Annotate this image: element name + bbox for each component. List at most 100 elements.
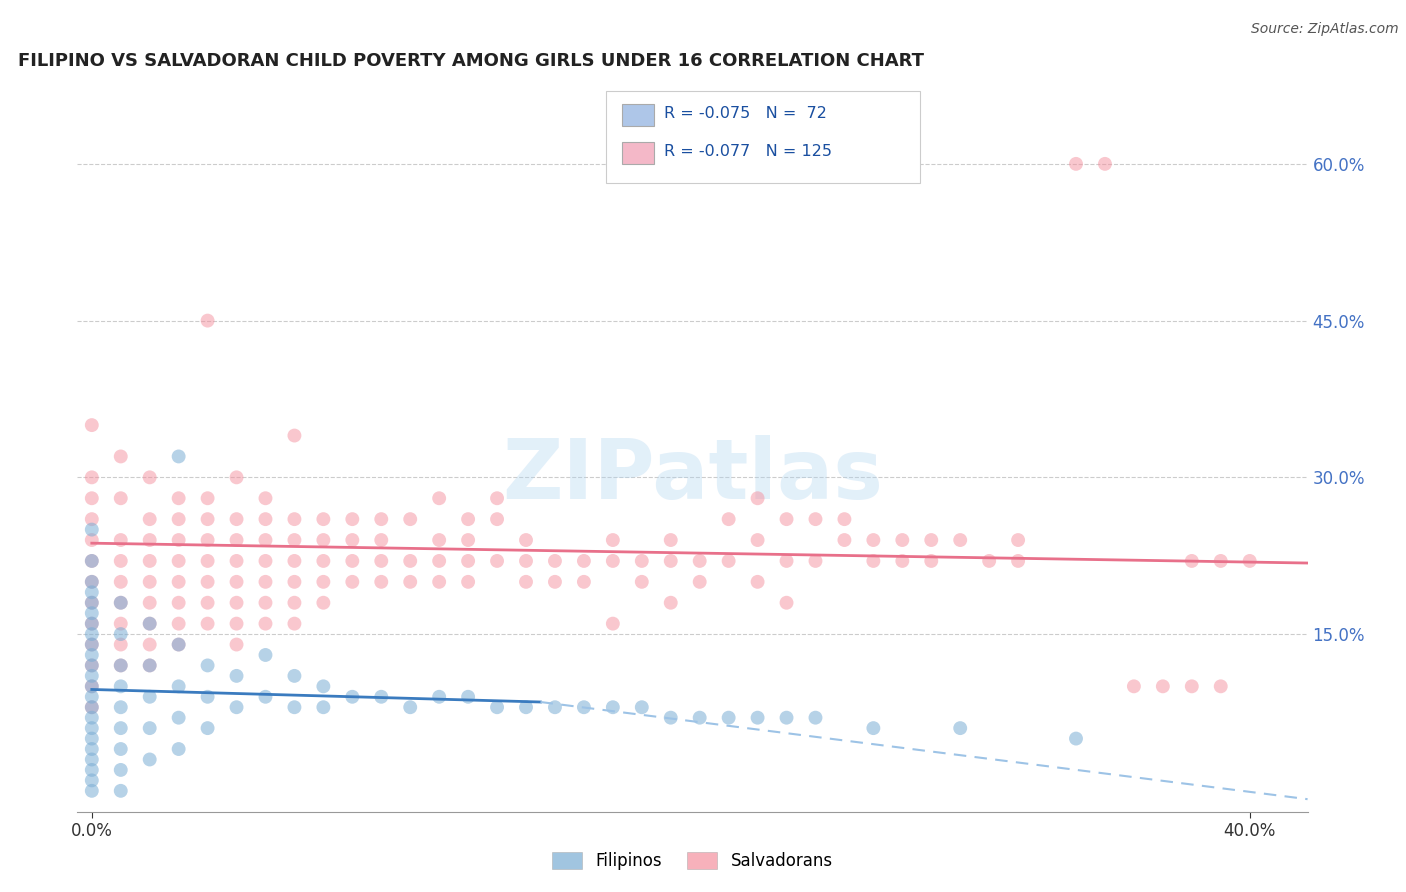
Point bbox=[1239, 554, 1261, 568]
Point bbox=[1209, 554, 1232, 568]
Point bbox=[312, 596, 335, 610]
Point bbox=[283, 533, 305, 547]
Point bbox=[80, 731, 103, 746]
Point bbox=[486, 554, 509, 568]
Text: ZIPatlas: ZIPatlas bbox=[502, 434, 883, 516]
Point bbox=[747, 574, 769, 589]
Point bbox=[167, 554, 190, 568]
Point bbox=[370, 512, 392, 526]
Point bbox=[138, 690, 160, 704]
Point bbox=[515, 574, 537, 589]
Point bbox=[110, 574, 132, 589]
Point bbox=[167, 491, 190, 506]
FancyBboxPatch shape bbox=[606, 91, 920, 183]
Point bbox=[283, 616, 305, 631]
Point bbox=[167, 574, 190, 589]
Point bbox=[312, 574, 335, 589]
Point bbox=[225, 512, 247, 526]
Point bbox=[167, 450, 190, 464]
Point bbox=[225, 533, 247, 547]
Point bbox=[110, 784, 132, 798]
Point bbox=[80, 574, 103, 589]
Point bbox=[80, 648, 103, 662]
Point bbox=[110, 450, 132, 464]
Point bbox=[110, 742, 132, 756]
Point bbox=[80, 533, 103, 547]
Point bbox=[717, 711, 740, 725]
Point bbox=[312, 679, 335, 693]
Point bbox=[659, 596, 682, 610]
Point bbox=[225, 700, 247, 714]
Point bbox=[283, 700, 305, 714]
Point bbox=[254, 512, 277, 526]
Point bbox=[80, 658, 103, 673]
Point bbox=[427, 554, 450, 568]
Point bbox=[197, 313, 219, 327]
Point bbox=[399, 700, 422, 714]
Point bbox=[254, 533, 277, 547]
Point bbox=[370, 533, 392, 547]
Point bbox=[167, 533, 190, 547]
Point bbox=[110, 533, 132, 547]
Point bbox=[602, 700, 624, 714]
Point bbox=[197, 616, 219, 631]
Point bbox=[689, 711, 711, 725]
Point bbox=[138, 616, 160, 631]
Point bbox=[197, 690, 219, 704]
Point bbox=[747, 711, 769, 725]
Point bbox=[254, 554, 277, 568]
Point bbox=[197, 721, 219, 735]
Point bbox=[949, 533, 972, 547]
Point bbox=[110, 491, 132, 506]
Point bbox=[80, 690, 103, 704]
Point bbox=[110, 596, 132, 610]
Point bbox=[80, 711, 103, 725]
Point bbox=[804, 711, 827, 725]
Point bbox=[399, 574, 422, 589]
Point bbox=[1007, 533, 1029, 547]
Point bbox=[167, 711, 190, 725]
Point bbox=[630, 554, 652, 568]
Point bbox=[775, 512, 797, 526]
Point bbox=[167, 638, 190, 652]
Point bbox=[630, 574, 652, 589]
Point bbox=[138, 658, 160, 673]
Point bbox=[544, 700, 567, 714]
Point bbox=[862, 533, 884, 547]
Point bbox=[80, 585, 103, 599]
Point bbox=[80, 596, 103, 610]
Point bbox=[110, 616, 132, 631]
Point bbox=[834, 512, 856, 526]
Point bbox=[80, 418, 103, 433]
Point bbox=[254, 596, 277, 610]
Point bbox=[486, 700, 509, 714]
Point bbox=[486, 512, 509, 526]
Point bbox=[110, 658, 132, 673]
Point bbox=[312, 512, 335, 526]
Point bbox=[80, 627, 103, 641]
Point bbox=[427, 533, 450, 547]
Point bbox=[834, 533, 856, 547]
Text: R = -0.077   N = 125: R = -0.077 N = 125 bbox=[664, 145, 832, 160]
Point bbox=[167, 616, 190, 631]
Point bbox=[138, 554, 160, 568]
Text: Source: ZipAtlas.com: Source: ZipAtlas.com bbox=[1251, 22, 1399, 37]
Point bbox=[138, 721, 160, 735]
Point bbox=[110, 554, 132, 568]
Point bbox=[110, 721, 132, 735]
Text: FILIPINO VS SALVADORAN CHILD POVERTY AMONG GIRLS UNDER 16 CORRELATION CHART: FILIPINO VS SALVADORAN CHILD POVERTY AMO… bbox=[18, 53, 924, 70]
Point bbox=[602, 533, 624, 547]
Point bbox=[1122, 679, 1144, 693]
Point bbox=[80, 773, 103, 788]
Point bbox=[80, 669, 103, 683]
Point bbox=[370, 554, 392, 568]
Point bbox=[312, 533, 335, 547]
Point bbox=[80, 470, 103, 484]
Point bbox=[572, 574, 595, 589]
Point bbox=[775, 711, 797, 725]
Point bbox=[110, 627, 132, 641]
Point bbox=[225, 616, 247, 631]
Point bbox=[1209, 679, 1232, 693]
Point bbox=[370, 574, 392, 589]
Point bbox=[80, 616, 103, 631]
